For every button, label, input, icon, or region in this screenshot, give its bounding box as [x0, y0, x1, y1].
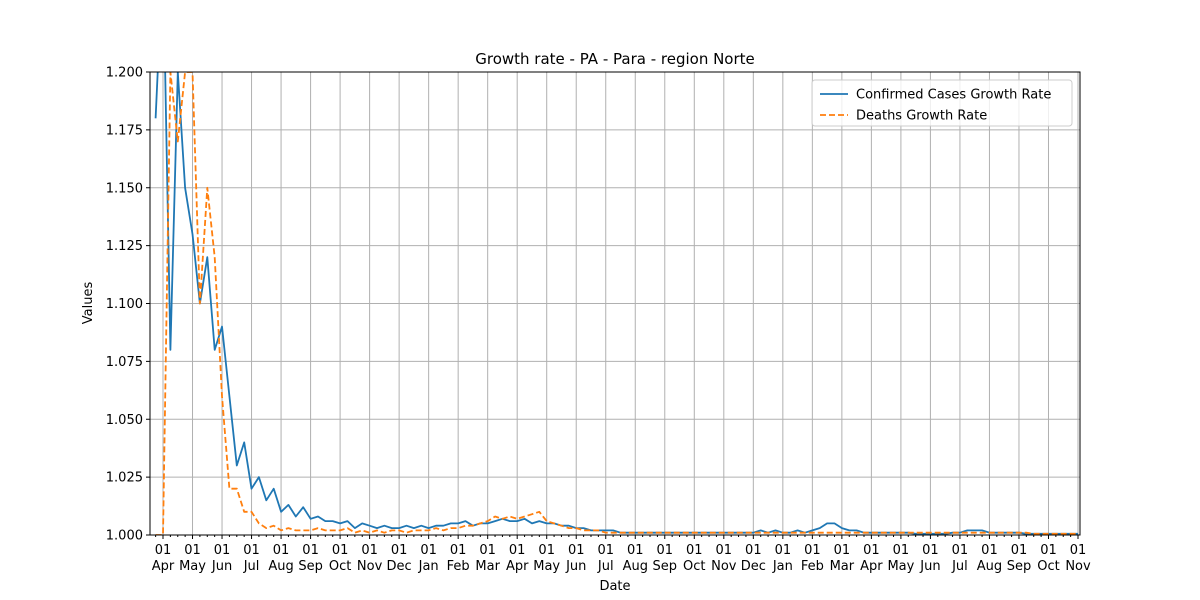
x-axis-label: Date — [599, 579, 630, 594]
x-tick-label: 01 Mar — [475, 543, 500, 574]
x-tick-label: 01 Aug — [977, 543, 1002, 574]
x-tick-label: 01 Oct — [1037, 543, 1059, 574]
x-tick-label: 01 May — [533, 543, 560, 574]
x-tick-label: 01 Jul — [951, 543, 968, 574]
x-tick-label: 01 Jul — [597, 543, 614, 574]
y-tick-label: 1.000 — [106, 529, 143, 544]
x-tick-label: 01 Feb — [801, 543, 824, 574]
x-tick-label: 01 Dec — [741, 543, 766, 574]
x-tick-label: 01 Apr — [860, 543, 883, 574]
series-line — [155, 72, 1078, 535]
x-tick-label: 01 May — [179, 543, 206, 574]
legend-label: Confirmed Cases Growth Rate — [856, 88, 1051, 103]
y-tick-label: 1.025 — [106, 471, 143, 486]
y-tick-label: 1.075 — [106, 355, 143, 370]
chart-title: Growth rate - PA - Para - region Norte — [475, 50, 755, 68]
x-tick-label: 01 Jun — [211, 543, 232, 574]
y-tick-label: 1.200 — [106, 66, 143, 81]
x-tick-label: 01 Sep — [298, 543, 323, 574]
y-tick-label: 1.175 — [106, 123, 143, 138]
x-tick-label: 01 Jun — [919, 543, 940, 574]
legend-box — [811, 79, 1073, 127]
x-tick-label: 01 Aug — [623, 543, 648, 574]
x-tick-label: 01 May — [887, 543, 914, 574]
y-axis-label: Values — [81, 282, 96, 325]
x-tick-label: 01 Apr — [506, 543, 529, 574]
legend-label: Deaths Growth Rate — [856, 109, 987, 124]
x-tick-label: 01 Apr — [152, 543, 175, 574]
plot-area — [154, 72, 1078, 535]
x-tick-label: 01 Oct — [683, 543, 705, 574]
axes-frame — [149, 71, 1081, 536]
x-tick-label: 01 Nov — [711, 543, 737, 574]
x-tick-label: 01 Sep — [653, 543, 678, 574]
legend: Confirmed Cases Growth Rate Deaths Growth… — [811, 79, 1073, 127]
grid: 1.000 1.025 1.050 1.075 1.100 1.125 1.150 1.175… — [106, 66, 1091, 575]
x-tick-label: 01 Oct — [329, 543, 351, 574]
series-line — [154, 72, 1078, 535]
x-tick-label: 01 Nov — [357, 543, 383, 574]
x-tick-label: 01 Jun — [565, 543, 586, 574]
x-tick-label: 01 Dec — [387, 543, 412, 574]
x-tick-label: 01 Sep — [1007, 543, 1032, 574]
x-tick-label: 01 Jul — [243, 543, 260, 574]
x-tick-label: 01 Aug — [268, 543, 293, 574]
x-tick-label: 01 Nov — [1065, 543, 1091, 574]
y-tick-label: 1.100 — [106, 297, 143, 312]
x-tick-label: 01 Jan — [418, 543, 439, 574]
y-tick-label: 1.125 — [106, 239, 143, 254]
x-tick-label: 01 Feb — [447, 543, 470, 574]
x-tick-label: 01 Mar — [830, 543, 855, 574]
y-tick-label: 1.150 — [106, 181, 143, 196]
y-tick-label: 1.050 — [106, 413, 143, 428]
x-tick-label: 01 Jan — [772, 543, 793, 574]
